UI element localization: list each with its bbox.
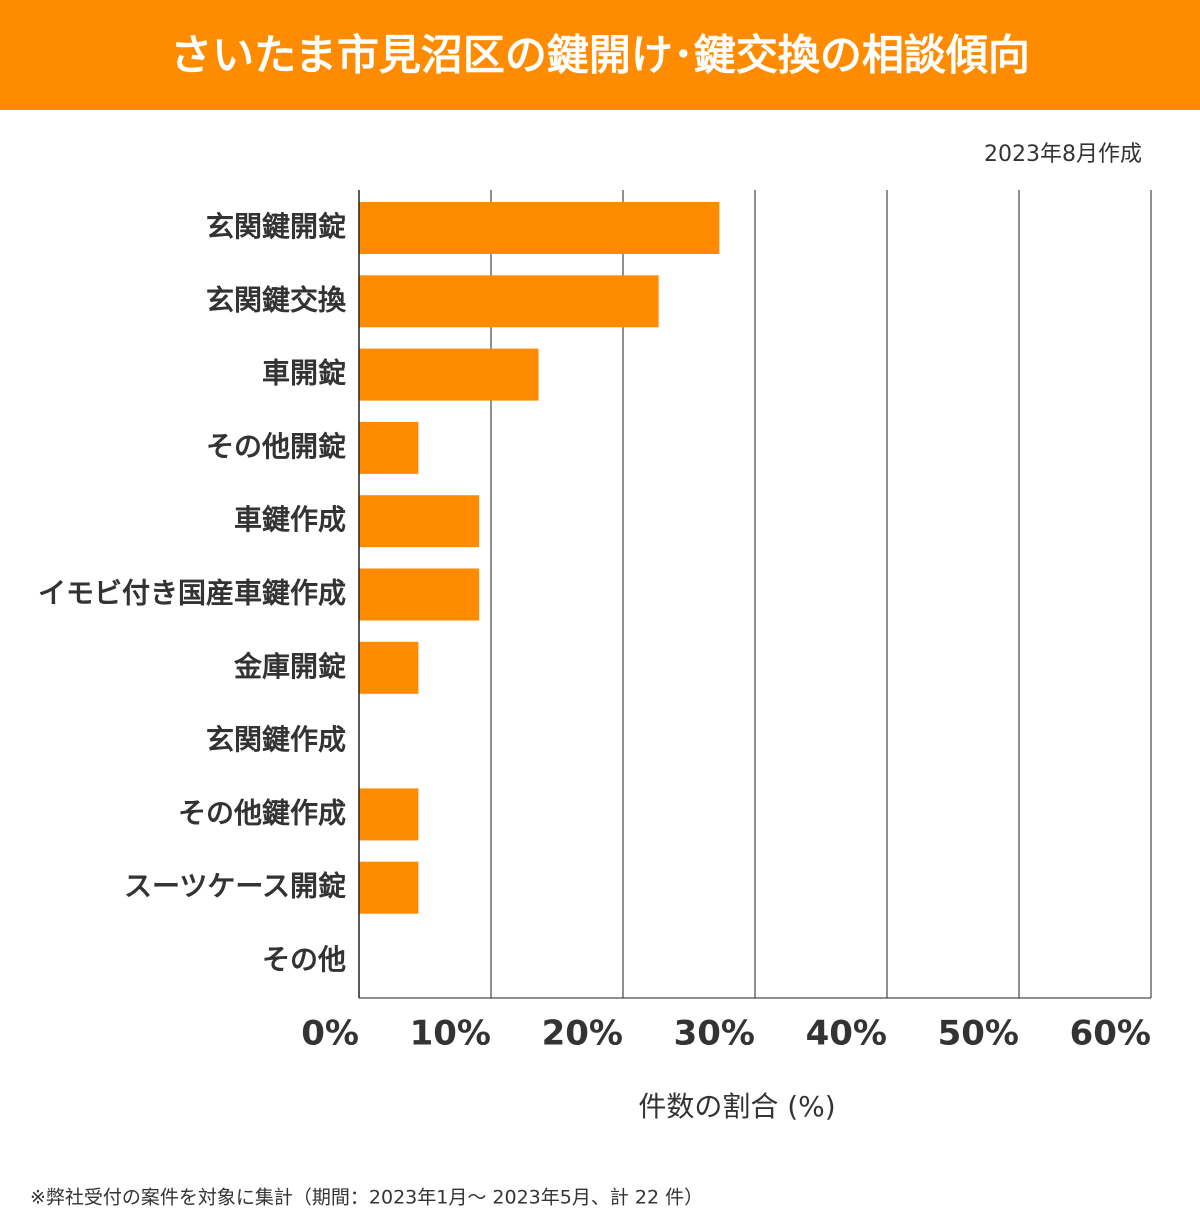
x-tick-label: 0% (301, 1014, 359, 1054)
y-tick-label: 玄関鍵開錠 (206, 210, 346, 243)
y-tick-label: イモビ付き国産車鍵作成 (38, 577, 346, 610)
y-tick-label: その他 (262, 943, 346, 976)
y-tick-label: スーツケース開錠 (124, 870, 346, 903)
x-tick-label: 60% (1070, 1014, 1151, 1054)
x-tick-label: 20% (542, 1014, 623, 1054)
bar (359, 861, 419, 914)
x-tick-label: 40% (806, 1014, 887, 1054)
chart-title: さいたま市見沼区の鍵開け･鍵交換の相談傾向 (170, 31, 1030, 80)
bar (359, 348, 539, 401)
chart-subtitle: 2023年8月作成 (984, 142, 1142, 167)
x-tick-label: 30% (674, 1014, 755, 1054)
x-tick-label: 10% (410, 1014, 491, 1054)
bar (359, 641, 419, 694)
y-tick-label: 玄関鍵作成 (206, 723, 346, 756)
y-tick-label: 車開錠 (262, 357, 346, 390)
bar (359, 421, 419, 474)
x-tick-label: 50% (938, 1014, 1019, 1054)
y-tick-label: その他開錠 (206, 430, 346, 463)
bar (359, 275, 659, 328)
bar (359, 202, 720, 254)
header-band (0, 0, 1200, 110)
y-tick-label: その他鍵作成 (178, 796, 346, 829)
bar (359, 788, 419, 841)
y-tick-label: 玄関鍵交換 (206, 283, 347, 316)
y-tick-label: 車鍵作成 (234, 503, 346, 536)
y-tick-label: 金庫開錠 (233, 650, 346, 683)
footnote: ※弊社受付の案件を対象に集計（期間：2023年1月～ 2023年5月、計 22 … (30, 1187, 703, 1209)
bar (359, 568, 480, 621)
x-axis-title: 件数の割合 (%) (638, 1090, 835, 1123)
bar (359, 495, 480, 548)
